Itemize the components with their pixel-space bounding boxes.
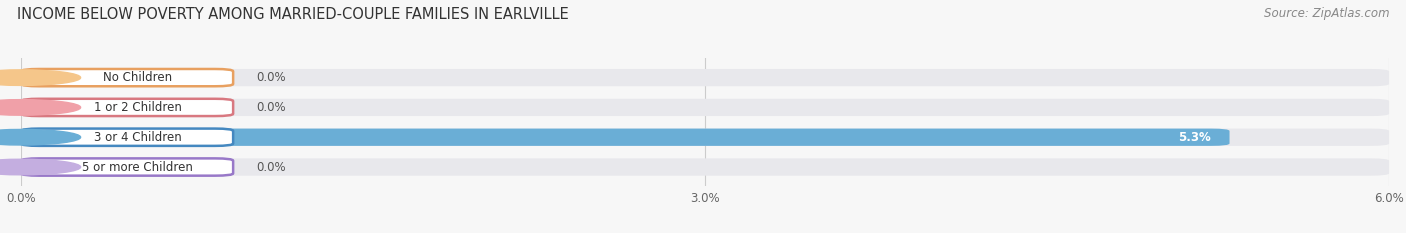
Text: 1 or 2 Children: 1 or 2 Children (94, 101, 181, 114)
FancyBboxPatch shape (21, 129, 1229, 146)
Text: 0.0%: 0.0% (256, 161, 285, 174)
Circle shape (0, 100, 80, 115)
FancyBboxPatch shape (21, 69, 233, 86)
Text: 5 or more Children: 5 or more Children (83, 161, 193, 174)
FancyBboxPatch shape (21, 69, 1389, 86)
Circle shape (0, 70, 80, 86)
FancyBboxPatch shape (21, 129, 233, 146)
Text: Source: ZipAtlas.com: Source: ZipAtlas.com (1264, 7, 1389, 20)
Circle shape (0, 159, 80, 175)
Text: No Children: No Children (103, 71, 173, 84)
FancyBboxPatch shape (21, 99, 1389, 116)
FancyBboxPatch shape (21, 158, 1389, 176)
Text: 0.0%: 0.0% (256, 71, 285, 84)
FancyBboxPatch shape (21, 129, 1389, 146)
FancyBboxPatch shape (21, 158, 233, 176)
FancyBboxPatch shape (21, 99, 233, 116)
Text: 0.0%: 0.0% (256, 101, 285, 114)
Text: INCOME BELOW POVERTY AMONG MARRIED-COUPLE FAMILIES IN EARLVILLE: INCOME BELOW POVERTY AMONG MARRIED-COUPL… (17, 7, 568, 22)
Circle shape (0, 130, 80, 145)
Text: 3 or 4 Children: 3 or 4 Children (94, 131, 181, 144)
Text: 5.3%: 5.3% (1178, 131, 1212, 144)
